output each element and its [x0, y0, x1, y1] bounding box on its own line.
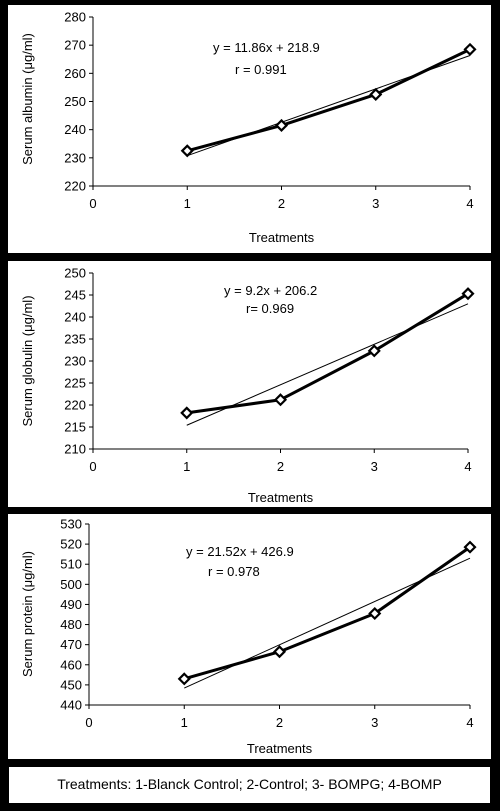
globulin-r-value-label: r= 0.969	[246, 301, 294, 316]
albumin-chart-panel: 220 230 240 250 260 270 280 0 1 2 3 4 Serum albumin …	[8, 5, 491, 253]
globulin-x-tick-label: 2	[277, 459, 284, 474]
protein-equation-label: y = 21.52x + 426.9	[186, 544, 294, 559]
albumin-y-axis-label: Serum albumin (μg/ml)	[20, 33, 35, 165]
protein-x-tick-label: 4	[466, 715, 473, 730]
globulin-y-tick-label: 235	[64, 332, 86, 347]
albumin-data-point	[180, 144, 194, 158]
protein-x-tick-label: 0	[85, 715, 92, 730]
globulin-data-point	[461, 287, 475, 301]
protein-y-tick-label: 450	[60, 677, 82, 692]
protein-y-tick-label: 460	[60, 657, 82, 672]
albumin-y-tick-label: 260	[64, 66, 86, 81]
protein-x-axis-label: Treatments	[247, 741, 313, 756]
albumin-x-tick-label: 4	[466, 196, 473, 211]
protein-y-axis-label: Serum protein (μg/ml)	[20, 551, 35, 677]
albumin-y-tick-label: 250	[64, 94, 86, 109]
globulin-equation-label: y = 9.2x + 206.2	[224, 283, 317, 298]
protein-data-point	[368, 606, 382, 621]
protein-data-point	[272, 645, 287, 659]
globulin-y-tick-label: 230	[64, 354, 86, 369]
globulin-y-tick-label: 215	[64, 420, 86, 435]
albumin-y-tick-label: 270	[64, 38, 86, 53]
protein-y-tick-label: 520	[60, 537, 82, 552]
albumin-y-tick-label: 280	[64, 10, 86, 25]
globulin-y-tick-label: 220	[64, 398, 86, 413]
globulin-series-line	[186, 292, 469, 415]
treatments-legend: Treatments: 1-Blanck Control; 2-Control;…	[8, 766, 491, 804]
protein-y-tick-label: 440	[60, 698, 82, 713]
globulin-y-tick-label: 210	[64, 442, 86, 457]
albumin-x-tick-label: 2	[278, 196, 285, 211]
protein-y-tick-label: 510	[60, 557, 82, 572]
globulin-x-tick-label: 4	[464, 459, 471, 474]
albumin-y-tick-label: 230	[64, 150, 86, 165]
albumin-y-tick-label: 240	[64, 122, 86, 137]
globulin-x-tick-label: 0	[89, 459, 96, 474]
albumin-y-tick-label: 220	[64, 179, 86, 194]
protein-x-tick-label: 3	[371, 715, 378, 730]
globulin-data-point	[367, 344, 381, 358]
globulin-y-tick-label: 245	[64, 288, 86, 303]
protein-y-tick-label: 470	[60, 637, 82, 652]
protein-chart: 440 450 460 470 480 490 500 510 520 530 0 1 2 3 4 Serum…	[20, 517, 477, 756]
protein-chart-panel: 440 450 460 470 480 490 500 510 520 530 0 1 2 3 4 Serum…	[8, 514, 491, 759]
globulin-y-axis-label: Serum globulin (μg/ml)	[20, 295, 35, 426]
albumin-series-line	[186, 48, 471, 153]
treatments-legend-text: Treatments: 1-Blanck Control; 2-Control;…	[57, 776, 442, 792]
protein-series-line	[183, 545, 471, 681]
albumin-x-tick-label: 1	[184, 196, 191, 211]
globulin-y-tick-label: 240	[64, 310, 86, 325]
globulin-data-point	[273, 393, 288, 407]
protein-x-tick-label: 2	[276, 715, 283, 730]
albumin-x-axis-label: Treatments	[249, 230, 315, 245]
protein-y-tick-label: 530	[60, 517, 82, 532]
globulin-x-tick-label: 3	[371, 459, 378, 474]
globulin-data-point	[180, 406, 194, 420]
globulin-y-tick-label: 225	[64, 376, 86, 391]
albumin-chart: 220 230 240 250 260 270 280 0 1 2 3 4 Serum albumin …	[20, 10, 477, 245]
albumin-data-point	[463, 42, 477, 56]
protein-y-tick-label: 500	[60, 577, 82, 592]
globulin-chart-panel: 210 215 220 225 230 235 240 245 250 0 1 2 3 4 Serum gl…	[8, 261, 491, 507]
protein-x-tick-label: 1	[181, 715, 188, 730]
protein-y-tick-label: 480	[60, 617, 82, 632]
globulin-y-tick-label: 250	[64, 266, 86, 281]
albumin-equation-label: y = 11.86x + 218.9	[213, 40, 320, 55]
albumin-r-value-label: r = 0.991	[235, 62, 287, 77]
protein-data-point	[463, 540, 477, 554]
albumin-data-point	[274, 118, 289, 132]
globulin-x-axis-label: Treatments	[248, 490, 314, 505]
protein-y-tick-label: 490	[60, 597, 82, 612]
albumin-data-point	[369, 87, 383, 102]
protein-r-value-label: r = 0.978	[208, 564, 260, 579]
albumin-x-tick-label: 0	[89, 196, 96, 211]
protein-data-point	[177, 672, 191, 686]
globulin-x-tick-label: 1	[183, 459, 190, 474]
globulin-chart: 210 215 220 225 230 235 240 245 250 0 1 2 3 4 Serum gl…	[20, 266, 475, 505]
albumin-x-tick-label: 3	[372, 196, 379, 211]
